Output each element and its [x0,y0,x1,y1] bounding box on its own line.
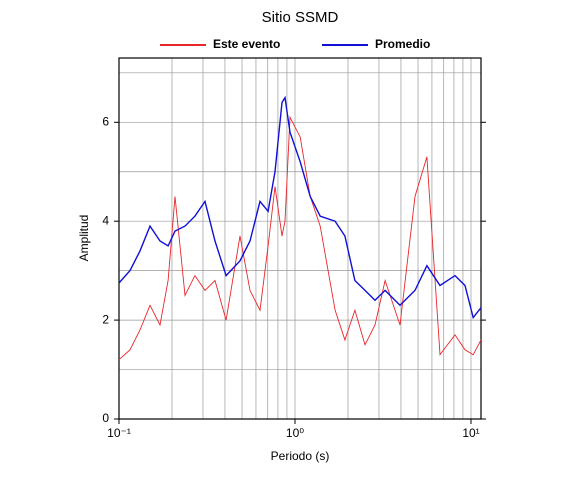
chart-title: Sitio SSMD [262,9,339,26]
data-line [118,115,482,361]
x-tick-label: 10⁰ [286,426,304,440]
x-tick-label: 10⁻¹ [107,426,131,440]
x-tick-label: 10¹ [462,426,479,440]
y-tick-label: 6 [102,114,109,128]
x-axis-label: Periodo (s) [271,449,330,463]
legend-label: Este evento [213,37,280,51]
legend-label: Promedio [375,37,430,51]
y-tick-label: 4 [102,213,109,227]
data-line [118,95,482,320]
plot-frame [118,57,482,420]
y-tick-label: 0 [102,411,109,425]
y-tick-label: 2 [102,312,109,326]
y-axis-label: Amplitud [77,215,91,262]
